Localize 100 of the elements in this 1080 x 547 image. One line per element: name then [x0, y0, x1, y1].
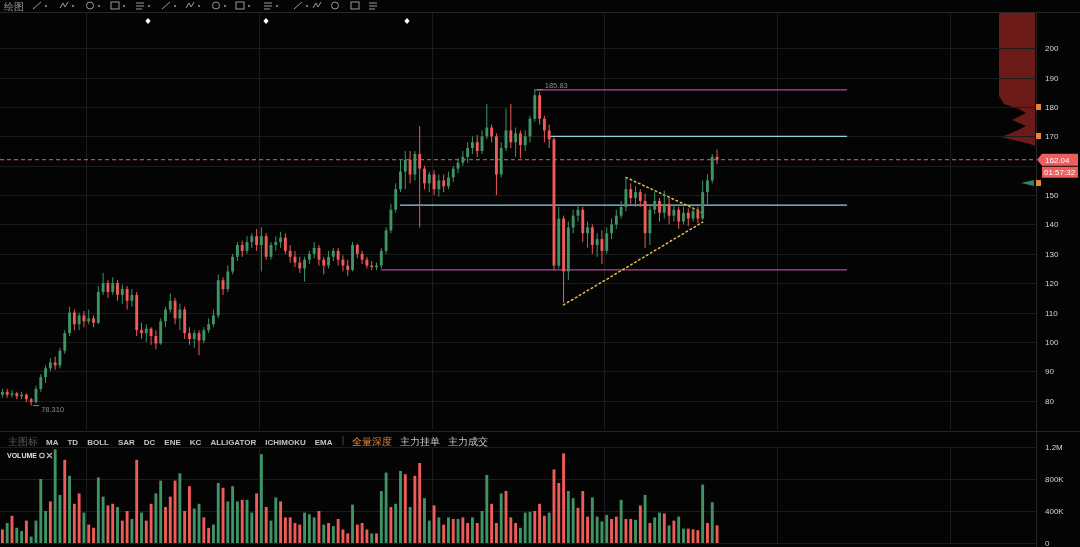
- bar: [403, 474, 407, 543]
- text: 全量深度: [351, 435, 392, 447]
- bar: [586, 516, 589, 543]
- bar: [106, 505, 110, 543]
- bar: [48, 501, 52, 543]
- bar: [188, 486, 191, 543]
- bar: [614, 516, 618, 543]
- bar: [538, 503, 542, 543]
- bar: [509, 517, 513, 543]
- bar: [696, 530, 700, 543]
- bar: [111, 503, 115, 543]
- text: MA: [46, 437, 59, 447]
- bar: [135, 459, 139, 543]
- bar: [566, 491, 570, 543]
- bar: [533, 511, 537, 543]
- bar: [370, 533, 374, 543]
- bar: [322, 524, 326, 543]
- bar: [518, 527, 522, 543]
- y-tick-label: 140: [1045, 220, 1059, 230]
- bar: [226, 501, 230, 543]
- y-tick-label: 100: [1045, 337, 1059, 347]
- bar: [701, 484, 705, 543]
- text: 主力成交: [447, 435, 488, 447]
- bar: [101, 496, 105, 543]
- bar: [490, 503, 494, 543]
- bar: [216, 483, 220, 543]
- bar: [360, 523, 364, 543]
- bar: [691, 529, 695, 543]
- text: SAR: [117, 437, 136, 447]
- bar: [384, 472, 388, 543]
- y-tick-label: 800K: [1045, 475, 1065, 484]
- bar: [274, 497, 278, 543]
- bar: [120, 520, 124, 543]
- bar: [0, 529, 4, 543]
- text: 01:57:32: [1044, 168, 1076, 178]
- text: ENE: [164, 437, 182, 447]
- bar: [20, 531, 24, 543]
- text: ALLIGATOR: [210, 437, 257, 447]
- bar: [629, 519, 633, 543]
- bar: [610, 519, 613, 543]
- bar: [346, 533, 350, 543]
- bar: [68, 475, 71, 543]
- y-tick-label: 80: [1045, 396, 1055, 406]
- bar: [447, 517, 450, 543]
- text: ICHIMOKU: [265, 437, 306, 447]
- y-tick-label: 1.2M: [1045, 443, 1064, 452]
- bar: [63, 459, 67, 543]
- bar: [485, 475, 489, 543]
- bar: [672, 520, 676, 543]
- bar: [581, 491, 585, 543]
- bar: [571, 498, 575, 543]
- bar: [327, 523, 330, 543]
- bar: [662, 513, 666, 543]
- y-tick-label: 130: [1045, 249, 1059, 259]
- bar: [92, 527, 95, 543]
- bar: [677, 516, 681, 543]
- bar: [466, 523, 470, 543]
- bar: [173, 480, 177, 543]
- bar: [706, 523, 709, 543]
- y-tick-label: 90: [1045, 367, 1055, 377]
- bar: [682, 528, 685, 543]
- bar: [499, 493, 503, 543]
- bar: [437, 517, 441, 543]
- bar: [39, 479, 43, 543]
- bar: [279, 501, 283, 543]
- bar: [164, 507, 167, 543]
- text: DC: [143, 437, 156, 447]
- bar: [264, 507, 268, 543]
- bar: [375, 533, 378, 543]
- bar: [408, 507, 412, 543]
- bar: [667, 525, 671, 543]
- bar: [389, 507, 393, 543]
- text: BOLL: [87, 437, 110, 447]
- bar: [427, 520, 431, 543]
- bar: [202, 517, 206, 543]
- bar: [624, 519, 628, 543]
- bar: [259, 454, 263, 543]
- text: 主力挂单: [399, 435, 440, 447]
- bar: [24, 520, 28, 543]
- bar: [475, 523, 479, 543]
- bar: [250, 512, 254, 543]
- bar: [619, 499, 623, 543]
- bar: [192, 508, 196, 543]
- bar: [355, 524, 359, 543]
- bar: [514, 523, 518, 543]
- bar: [183, 511, 187, 543]
- bar: [125, 511, 129, 543]
- bar: [5, 523, 9, 543]
- bar: [658, 512, 661, 543]
- bar: [207, 527, 211, 543]
- bar: [178, 473, 182, 543]
- bar: [149, 503, 153, 543]
- bar: [77, 493, 81, 543]
- bar: [255, 493, 259, 543]
- bar: [442, 524, 446, 543]
- bar: [116, 507, 119, 543]
- bar: [494, 523, 498, 543]
- bar: [432, 505, 436, 543]
- bar: [605, 515, 609, 543]
- ref-line-label: 162.04: [1045, 155, 1071, 165]
